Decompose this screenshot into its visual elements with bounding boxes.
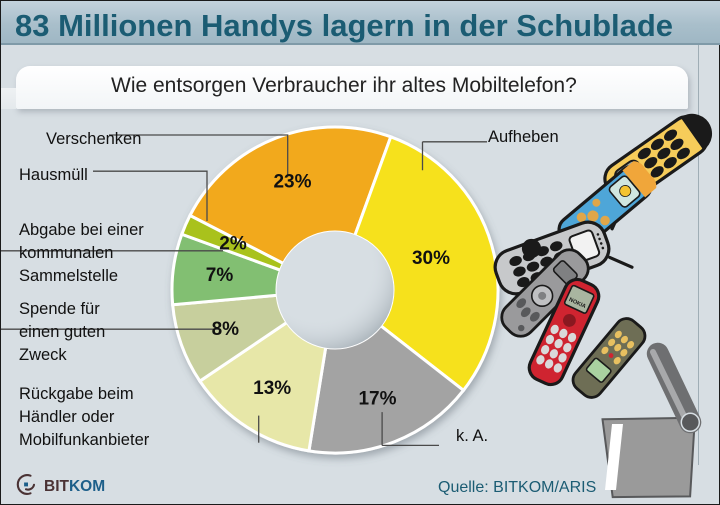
svg-text:8%: 8% <box>212 319 240 340</box>
svg-text:23%: 23% <box>273 172 311 193</box>
svg-text:7%: 7% <box>206 265 234 286</box>
svg-text:17%: 17% <box>358 389 396 410</box>
svg-text:BITKOM: BITKOM <box>44 478 105 495</box>
svg-text:30%: 30% <box>412 248 450 269</box>
svg-text:2%: 2% <box>219 233 247 254</box>
svg-text:13%: 13% <box>253 378 291 399</box>
